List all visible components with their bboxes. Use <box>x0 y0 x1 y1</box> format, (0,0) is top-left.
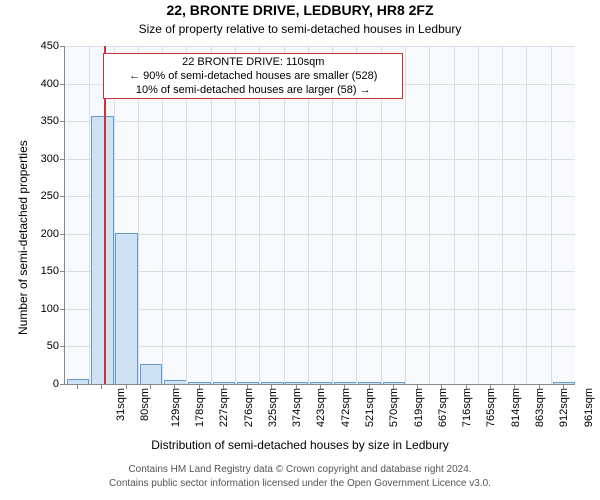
x-tick-label: 619sqm <box>413 388 425 427</box>
grid-line-v <box>478 46 479 384</box>
y-tick-label: 0 <box>53 378 65 390</box>
grid-line-h <box>65 271 575 272</box>
grid-line-v <box>526 46 527 384</box>
annotation-box: 22 BRONTE DRIVE: 110sqm← 90% of semi-det… <box>103 53 403 99</box>
x-tick-label: 521sqm <box>364 388 376 427</box>
y-tick-label: 100 <box>41 303 65 315</box>
x-tick-label: 325sqm <box>267 388 279 427</box>
histogram-bar <box>553 382 576 384</box>
chart-title: 22, BRONTE DRIVE, LEDBURY, HR8 2FZ <box>0 2 600 18</box>
x-tick-label: 276sqm <box>243 388 255 427</box>
annotation-line: ← 90% of semi-detached houses are smalle… <box>108 69 398 83</box>
histogram-bar <box>188 382 211 385</box>
x-tick-label: 472sqm <box>340 388 352 427</box>
histogram-bar <box>213 382 236 385</box>
x-axis-label: Distribution of semi-detached houses by … <box>0 438 600 452</box>
footer-line-1: Contains HM Land Registry data © Crown c… <box>0 464 600 475</box>
x-tick-label: 570sqm <box>388 388 400 427</box>
x-tick-label: 912sqm <box>558 388 570 427</box>
grid-line-h <box>65 121 575 122</box>
x-tick-label: 667sqm <box>437 388 449 427</box>
x-tick-label: 31sqm <box>115 388 127 421</box>
grid-line-h <box>65 234 575 235</box>
x-tick-label: 814sqm <box>510 388 522 427</box>
x-tick-label: 374sqm <box>291 388 303 427</box>
grid-line-h <box>65 46 575 47</box>
y-tick-label: 50 <box>47 340 65 352</box>
histogram-bar <box>383 382 406 384</box>
grid-line-v <box>551 46 552 384</box>
annotation-line: 22 BRONTE DRIVE: 110sqm <box>108 55 398 69</box>
grid-line-v <box>429 46 430 384</box>
grid-line-v <box>502 46 503 384</box>
y-tick-label: 450 <box>41 40 65 52</box>
x-tick-label: 129sqm <box>170 388 182 427</box>
footer-line-2: Contains public sector information licen… <box>0 478 600 489</box>
annotation-line: 10% of semi-detached houses are larger (… <box>108 83 398 97</box>
y-tick-label: 200 <box>41 228 65 240</box>
histogram-bar <box>358 382 381 384</box>
x-tick-label: 716sqm <box>461 388 473 427</box>
y-tick-label: 150 <box>41 265 65 277</box>
histogram-bar <box>91 116 114 384</box>
grid-line-h <box>65 346 575 347</box>
y-tick-label: 300 <box>41 153 65 165</box>
x-tick-label: 423sqm <box>316 388 328 427</box>
histogram-bar <box>115 233 138 384</box>
x-tick-label: 961sqm <box>583 388 595 427</box>
x-tick-label: 863sqm <box>534 388 546 427</box>
grid-line-h <box>65 309 575 310</box>
grid-line-h <box>65 159 575 160</box>
y-axis-label: Number of semi-detached properties <box>16 140 30 335</box>
histogram-bar <box>285 382 308 384</box>
grid-line-v <box>454 46 455 384</box>
y-tick-label: 400 <box>41 78 65 90</box>
y-tick-label: 350 <box>41 115 65 127</box>
plot-area: 05010015020025030035040045031sqm80sqm129… <box>64 46 575 385</box>
x-tick-label: 178sqm <box>194 388 206 427</box>
x-tick-label: 227sqm <box>218 388 230 427</box>
x-tick-label: 765sqm <box>486 388 498 427</box>
chart-subtitle: Size of property relative to semi-detach… <box>0 22 600 36</box>
y-tick-label: 250 <box>41 190 65 202</box>
x-tick-label: 80sqm <box>139 388 151 421</box>
grid-line-h <box>65 196 575 197</box>
grid-line-v <box>405 46 406 384</box>
histogram-bar <box>140 364 163 384</box>
